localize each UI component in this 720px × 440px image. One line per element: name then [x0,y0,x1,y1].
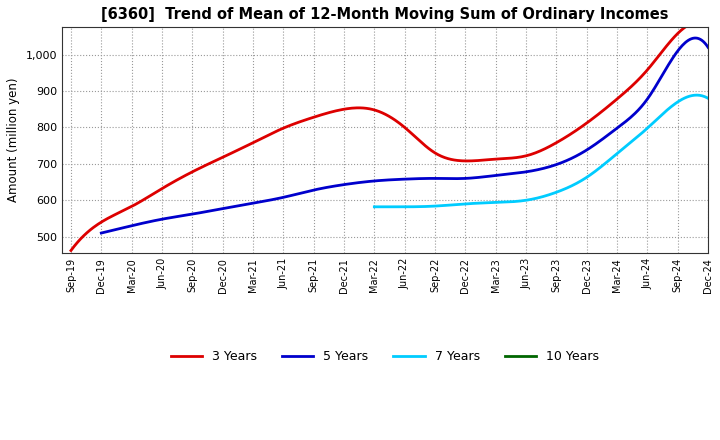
5 Years [535,167,544,172]
5 Years [479,174,487,180]
Line: 5 Years: 5 Years [102,38,708,233]
Title: [6360]  Trend of Mean of 12-Month Moving Sum of Ordinary Incomes: [6360] Trend of Mean of 12-Month Moving … [102,7,669,22]
Legend: 3 Years, 5 Years, 7 Years, 10 Years: 3 Years, 5 Years, 7 Years, 10 Years [166,345,604,368]
5 Years [692,35,701,40]
3 Years [526,152,535,157]
Line: 7 Years: 7 Years [374,95,708,207]
Y-axis label: Amount (million yen): Amount (million yen) [7,78,20,202]
3 Years [694,19,703,25]
Line: 3 Years: 3 Years [71,22,708,250]
5 Years [703,45,712,50]
3 Years [67,248,76,253]
5 Years [170,214,179,220]
3 Years [703,23,712,28]
7 Years [613,150,622,156]
5 Years [97,231,106,236]
7 Years [480,200,488,205]
7 Years [703,95,712,101]
7 Years [370,204,379,209]
3 Years [467,158,476,164]
3 Years [530,151,539,156]
5 Years [538,166,546,171]
5 Years [337,182,346,187]
7 Years [581,176,590,181]
3 Years [319,112,328,117]
7 Years [411,204,420,209]
5 Years [294,191,303,196]
7 Years [396,204,405,209]
7 Years [612,152,621,157]
3 Years [143,194,152,200]
3 Years [274,128,283,133]
7 Years [692,92,701,98]
7 Years [503,199,512,205]
